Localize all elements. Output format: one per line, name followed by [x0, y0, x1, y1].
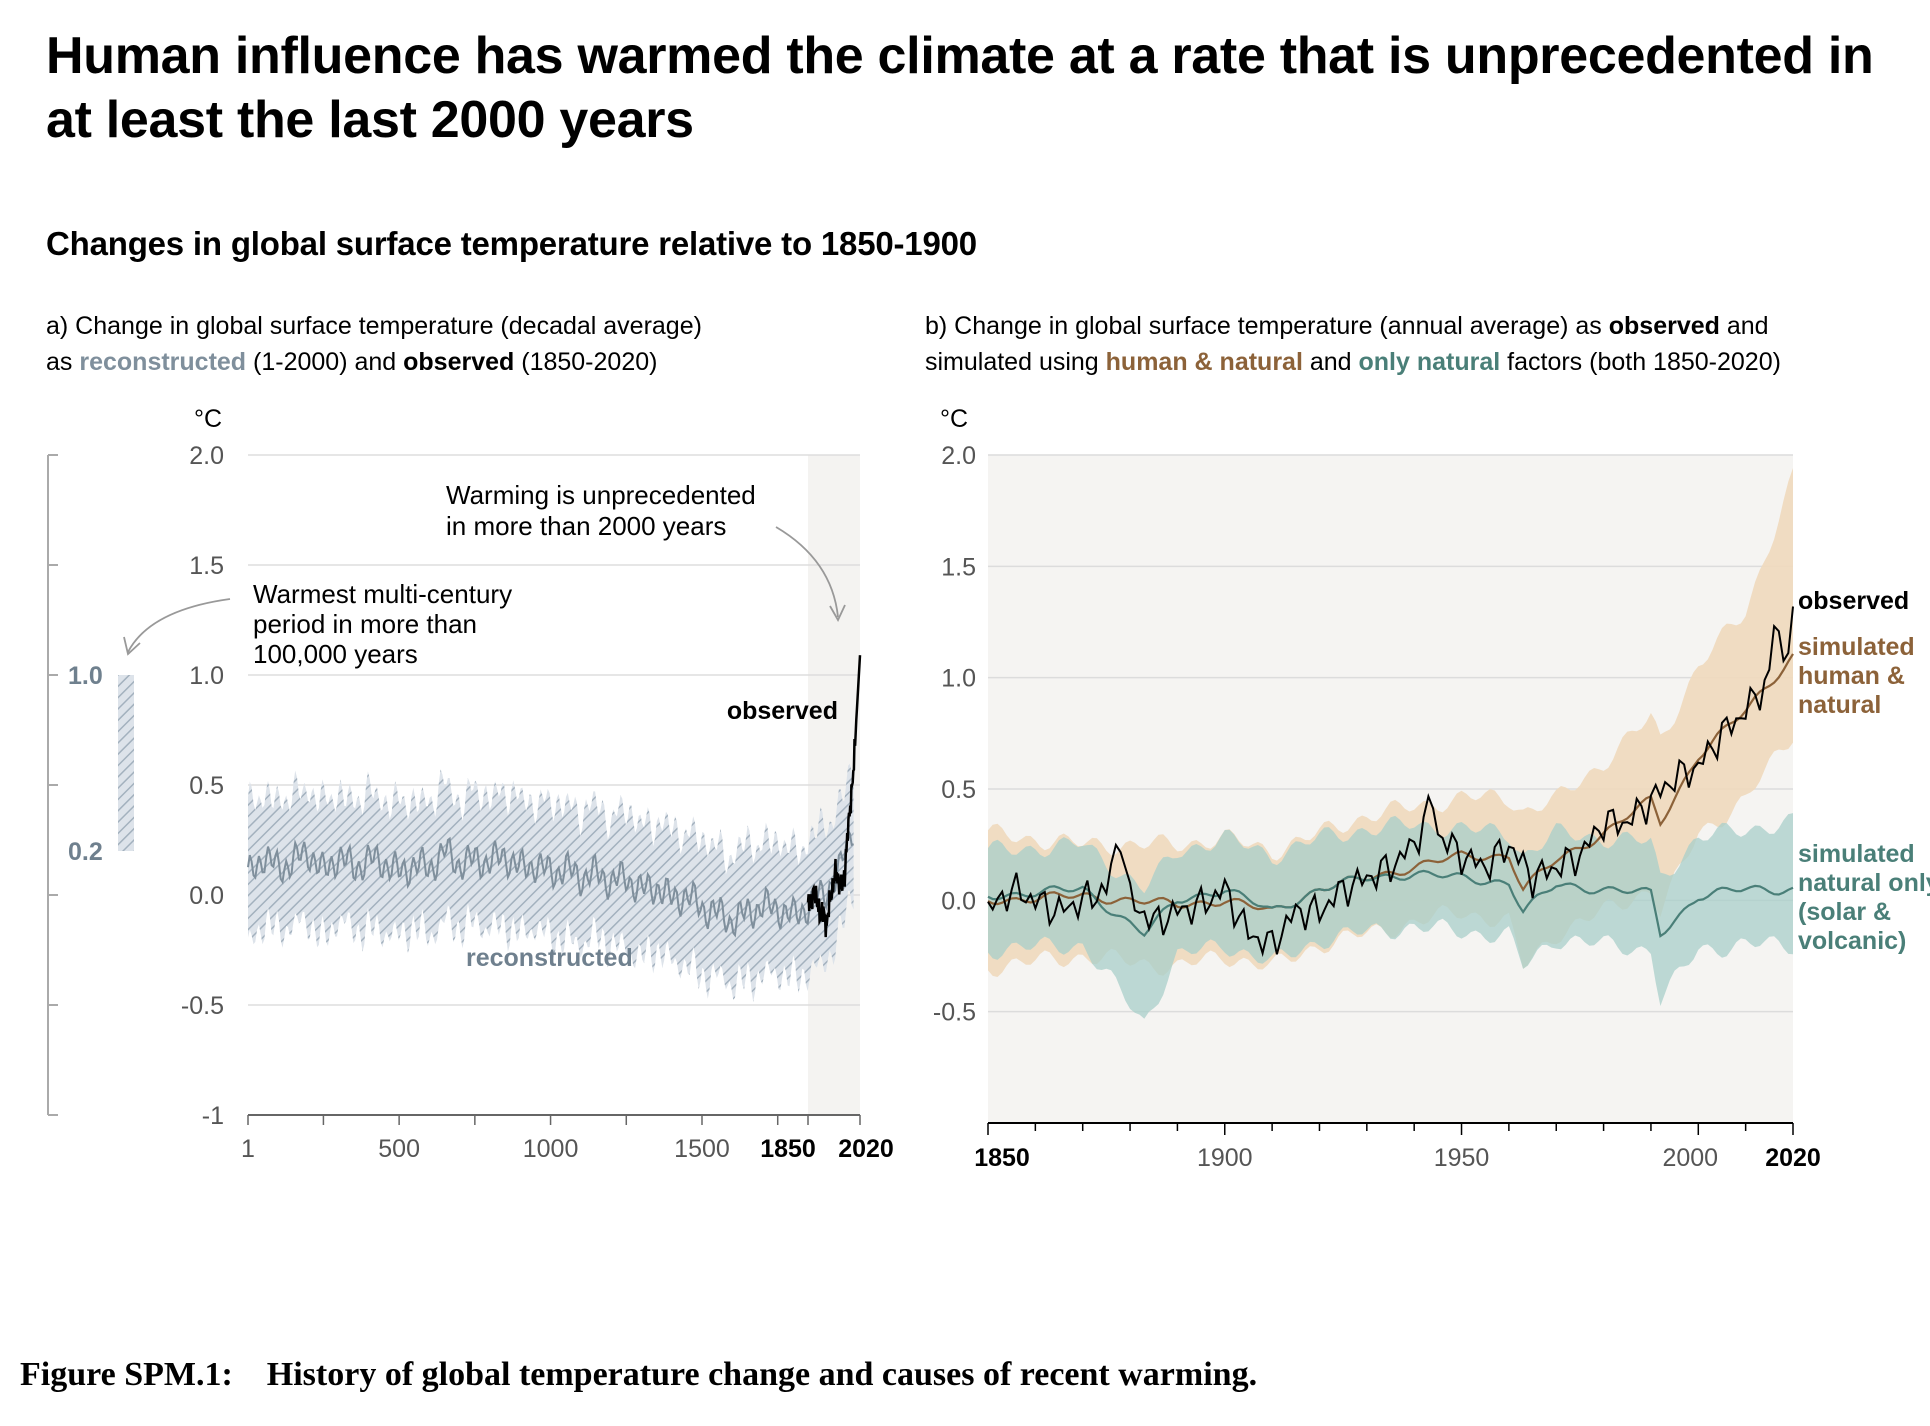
panel-b-natural-only-label-line-2: natural only	[1798, 869, 1930, 897]
panel-b-title-l2-mid: and	[1302, 348, 1359, 376]
panel-a-x-tick-label: 1	[241, 1135, 255, 1163]
panel-a-reconstructed-label: reconstructed	[466, 944, 633, 972]
panel-a-title-reconstructed: reconstructed	[79, 348, 247, 376]
panel-a-title-line1: a) Change in global surface temperature …	[46, 312, 702, 340]
panel-b-y-tick-label: 2.0	[941, 442, 976, 470]
panel-b-unit-label: °C	[940, 405, 968, 433]
panel-b-y-tick-label: 0.5	[941, 776, 976, 804]
panel-a-annotation-warming-line-2: in more than 2000 years	[446, 511, 726, 541]
panel-a-annotation-warming-arrow	[775, 526, 839, 618]
panel-b-title-l2-post: factors (both 1850-2020)	[1500, 348, 1781, 376]
panel-a-y-tick-label: -0.5	[181, 992, 224, 1020]
panel-b-human-natural-label-line-3: natural	[1798, 691, 1881, 719]
headline: Human influence has warmed the climate a…	[46, 27, 1874, 149]
panel-a-x-tick-label: 1500	[674, 1135, 730, 1163]
panel-b-y-tick-label: -0.5	[933, 999, 976, 1027]
panel-b-observed-label: observed	[1798, 587, 1909, 615]
panel-b-natural-only-band	[988, 813, 1793, 1019]
panel-b-title-l1-pre: b) Change in global surface temperature …	[925, 312, 1609, 340]
panel-b-title-l2-pre: simulated using	[925, 348, 1106, 376]
panel-a-y-tick-label: 0.0	[189, 882, 224, 910]
panel-a-reconstructed-band	[248, 763, 854, 1002]
panel-a-annotation-warming-arrowhead	[829, 604, 846, 622]
panel-a-side-bar-range	[118, 675, 134, 851]
subheadline: Changes in global surface temperature re…	[46, 225, 977, 262]
panel-a-unit-label: °C	[194, 405, 222, 433]
panel-a-title-l2-pre: as	[46, 348, 80, 376]
panel-a-side-bar-high-label: 1.0	[68, 662, 103, 690]
panel-b-natural-only-label-line-1: simulated	[1798, 840, 1915, 868]
panel-a-annotation-warmest-arrowhead	[123, 636, 141, 656]
panel-a-title-l2-mid: (1-2000) and	[246, 348, 404, 376]
panel-b-x-tick-label: 2020	[1765, 1144, 1821, 1172]
panel-b-y-tick-label: 0.0	[941, 887, 976, 915]
panel-a-annotation-warmest-line-3: 100,000 years	[253, 639, 418, 669]
panel-b-x-tick-label: 2000	[1662, 1144, 1718, 1172]
panel-a-title-l2-post: (1850-2020)	[514, 348, 658, 376]
panel-a-y-tick-label: 1.0	[189, 662, 224, 690]
panel-a-x-tick-label: 2020	[838, 1135, 894, 1163]
panel-a-y-tick-label: 0.5	[189, 772, 224, 800]
panel-b-natural-only-label-line-4: volcanic)	[1798, 927, 1906, 955]
panel-b-natural-only-line	[987, 869, 1794, 938]
panel-a-y-tick-label: -1	[202, 1102, 224, 1130]
panel-b-title: b) Change in global surface temperature …	[925, 308, 1781, 380]
panel-b-x-tick-label: 1950	[1434, 1144, 1490, 1172]
panel-a-title: a) Change in global surface temperature …	[46, 308, 702, 380]
panel-a-observed-line	[806, 655, 862, 938]
panel-b-title-natural: only natural	[1358, 348, 1501, 376]
figure-caption: Figure SPM.1: History of global temperat…	[20, 1356, 1258, 1393]
panel-b-human-natural-label-line-2: human &	[1798, 662, 1905, 690]
panel-a-y-tick-label: 1.5	[189, 552, 224, 580]
panel-b-natural-only-label-line-3: (solar &	[1798, 898, 1891, 926]
panel-a-title-observed: observed	[403, 348, 515, 376]
panel-a-annotation-warmest-arrow	[127, 598, 231, 653]
panel-b-title-l1-post: and	[1719, 312, 1769, 340]
panel-b-title-observed: observed	[1608, 312, 1720, 340]
panel-a-x-tick-label: 500	[378, 1135, 420, 1163]
panel-a-annotation-warmest-line-1: Warmest multi-century	[253, 579, 512, 609]
panel-a-side-bar-low-label: 0.2	[68, 838, 103, 866]
panel-a-annotation-warming-line-1: Warming is unprecedented	[446, 480, 756, 510]
panel-b-human-natural-label-line-1: simulated	[1798, 633, 1915, 661]
panel-b-x-tick-label: 1850	[974, 1144, 1030, 1172]
panel-a-x-tick-label: 1000	[523, 1135, 579, 1163]
panel-b-y-tick-label: 1.0	[941, 665, 976, 693]
panel-a-reconstructed-line	[247, 827, 854, 938]
panel-b-x-tick-label: 1900	[1197, 1144, 1253, 1172]
panel-a-y-tick-label: 2.0	[189, 442, 224, 470]
panel-a-x-tick-label: 1850	[760, 1135, 816, 1163]
panel-b-human-natural-line	[987, 653, 1794, 911]
panel-b-observed-line	[987, 606, 1794, 958]
panel-a-annotation-warmest-line-2: period in more than	[253, 609, 477, 639]
panel-a-observed-label: observed	[727, 697, 838, 725]
panel-b-title-human: human & natural	[1105, 348, 1303, 376]
panel-b-y-tick-label: 1.5	[941, 553, 976, 581]
